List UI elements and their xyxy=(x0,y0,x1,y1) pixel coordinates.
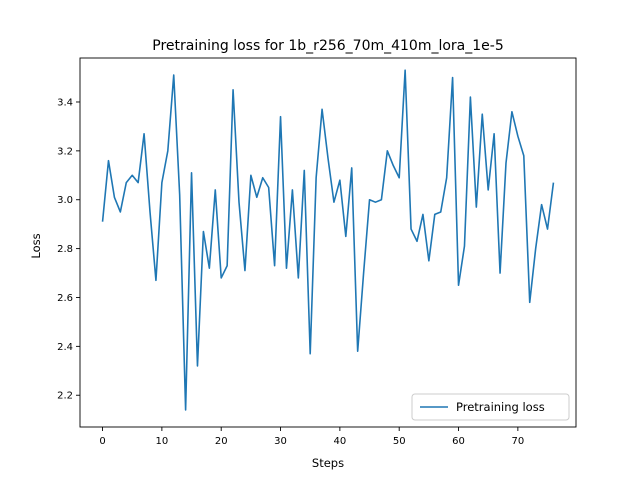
plot-area xyxy=(101,69,555,411)
x-tick-label: 70 xyxy=(511,436,524,447)
x-tick-label: 20 xyxy=(215,436,228,447)
legend-label-0: Pretraining loss xyxy=(456,400,545,414)
x-axis-label: Steps xyxy=(312,456,344,470)
y-tick-label: 2.2 xyxy=(57,391,73,402)
x-tick-label: 0 xyxy=(99,436,105,447)
y-tick-label: 3.0 xyxy=(57,195,73,206)
y-axis-label: Loss xyxy=(29,233,43,258)
y-tick-label: 2.8 xyxy=(57,244,73,255)
x-tick-label: 60 xyxy=(452,436,465,447)
x-tick-label: 40 xyxy=(333,436,346,447)
axes-frame xyxy=(79,57,577,428)
chart-title: Pretraining loss for 1b_r256_70m_410m_lo… xyxy=(152,38,504,54)
x-tick-label: 30 xyxy=(274,436,287,447)
legend: Pretraining loss xyxy=(411,393,570,421)
x-tick-label: 10 xyxy=(156,436,169,447)
x-tick-label: 50 xyxy=(393,436,406,447)
legend-box xyxy=(411,393,570,421)
y-tick-label: 3.2 xyxy=(57,146,73,157)
y-tick-label: 2.6 xyxy=(57,293,73,304)
series-line-0 xyxy=(101,69,555,411)
y-tick-label: 2.4 xyxy=(57,342,73,353)
y-tick-label: 3.4 xyxy=(57,97,73,108)
axes: 0 10 20 30 40 50 60 70 2.2 2.4 2.6 2.8 3.0 3.2 3.4 xyxy=(57,57,577,447)
